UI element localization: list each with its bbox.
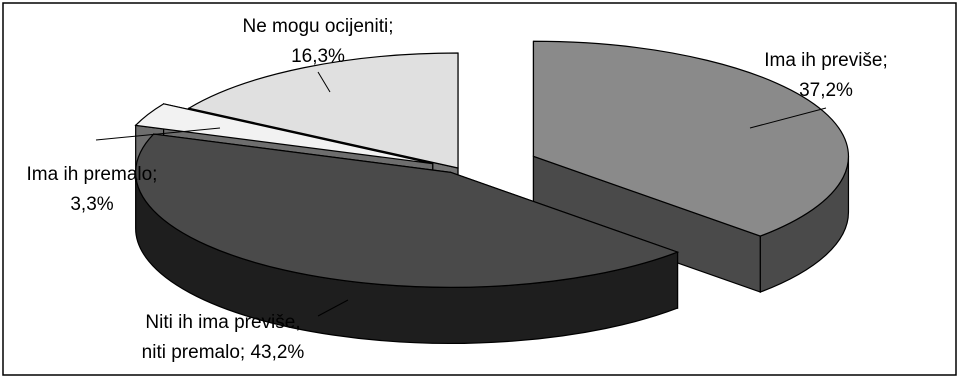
leader-line-ne-mogu-ocijeniti (317, 71, 331, 93)
slice-label-premalo-line2: 3,3% (70, 194, 113, 215)
slice-label-premalo-line1: Ima ih premalo; (27, 164, 158, 185)
leader-lines (95, 71, 827, 317)
pie-slice-ima-ih-previse (532, 40, 850, 293)
slice-label-ima-ih-previse-line1: Ima ih previše; (764, 50, 888, 71)
slice-top-ne-mogu-ocijeniti (187, 52, 459, 169)
slice-top-niti-ih-ima-previse (135, 133, 680, 288)
leader-line-ima-ih-premalo (95, 127, 221, 141)
slice-label-ima-ih-previse-line2: 37,2% (799, 80, 853, 101)
leader-line-niti-ih-ima-previse (317, 299, 349, 317)
slice-top-ima-ih-premalo (134, 103, 433, 165)
slice-label-ne-mogu-line1: Ne mogu ocijeniti; (242, 16, 393, 37)
slice-label-niti-line2: niti premalo; 43,2% (142, 342, 305, 363)
slices-layer (134, 40, 850, 344)
slice-label-ne-mogu-line2: 16,3% (291, 46, 345, 67)
pie-slice-niti-ih-ima-previse (135, 133, 680, 344)
slice-label-niti-line1: Niti ih ima previše, (145, 312, 300, 333)
slice-top-ima-ih-previse (532, 40, 850, 237)
leader-line-ima-ih-previse (749, 107, 827, 129)
